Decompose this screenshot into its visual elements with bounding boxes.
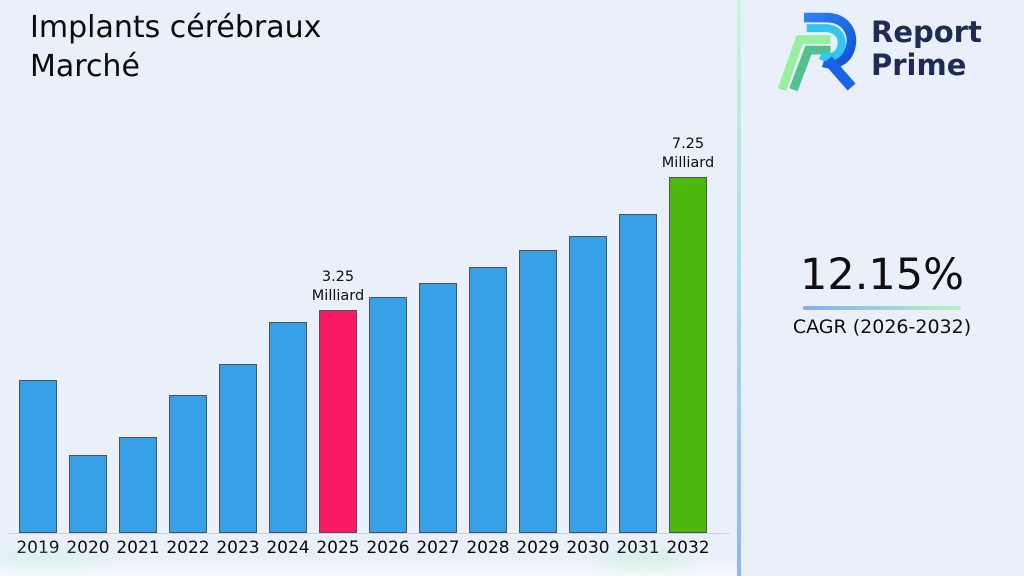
x-axis-line [8, 533, 730, 534]
value-label-2025: 3.25 Milliard [311, 269, 365, 304]
x-tick-2019: 2019 [8, 538, 68, 558]
bar-2026 [369, 297, 407, 533]
x-tick-2029: 2029 [516, 538, 560, 558]
bar-2020 [69, 455, 107, 533]
bar-2032 [669, 177, 707, 533]
bar-2030 [569, 236, 607, 533]
logo-word-prime: Prime [871, 48, 967, 82]
value-label-2032: 7.25 Milliard [661, 136, 715, 171]
cagr-underline [803, 306, 961, 310]
cagr-stat-block: 12.15% CAGR (2026-2032) [740, 250, 1024, 338]
bar-2024 [269, 322, 307, 533]
bar-2019 [19, 380, 57, 533]
x-tick-2024: 2024 [266, 538, 310, 558]
report-prime-logo-text: Report Prime [871, 16, 982, 82]
x-tick-2032: 2032 [658, 538, 718, 558]
bar-2029 [519, 250, 557, 533]
logo-word-report: Report [871, 15, 982, 49]
page-title: Implants cérébraux Marché [30, 8, 321, 86]
bar-2021 [119, 437, 157, 533]
x-tick-2027: 2027 [416, 538, 460, 558]
bar-2025 [319, 310, 357, 533]
cagr-value: 12.15% [800, 250, 964, 300]
x-tick-2025: 2025 [316, 538, 360, 558]
cagr-caption: CAGR (2026-2032) [792, 316, 972, 338]
page-title-line1: Implants cérébraux [30, 10, 322, 45]
x-tick-2023: 2023 [216, 538, 260, 558]
page-title-line2: Marché [30, 49, 140, 84]
bar-plot: 201920202021 2022 2023 2024 2025 2026 2027 2028… [8, 136, 730, 558]
x-tick-2022: 2022 [166, 538, 210, 558]
x-tick-2030: 2030 [566, 538, 610, 558]
x-tick-2031: 2031 [608, 538, 668, 558]
bar-2022 [169, 395, 207, 533]
decor-bottom-fade [0, 558, 737, 576]
report-prime-logo-icon [777, 12, 857, 92]
x-tick-2021: 2021 [116, 538, 160, 558]
report-prime-logo: Report Prime [775, 6, 982, 96]
x-tick-2020: 2020 [58, 538, 118, 558]
x-tick-2026: 2026 [366, 538, 410, 558]
panel-divider-line [737, 0, 741, 576]
x-tick-2028: 2028 [466, 538, 510, 558]
bar-2031 [619, 214, 657, 533]
bar-2027 [419, 283, 457, 533]
bar-2028 [469, 267, 507, 533]
bar-2023 [219, 364, 257, 533]
